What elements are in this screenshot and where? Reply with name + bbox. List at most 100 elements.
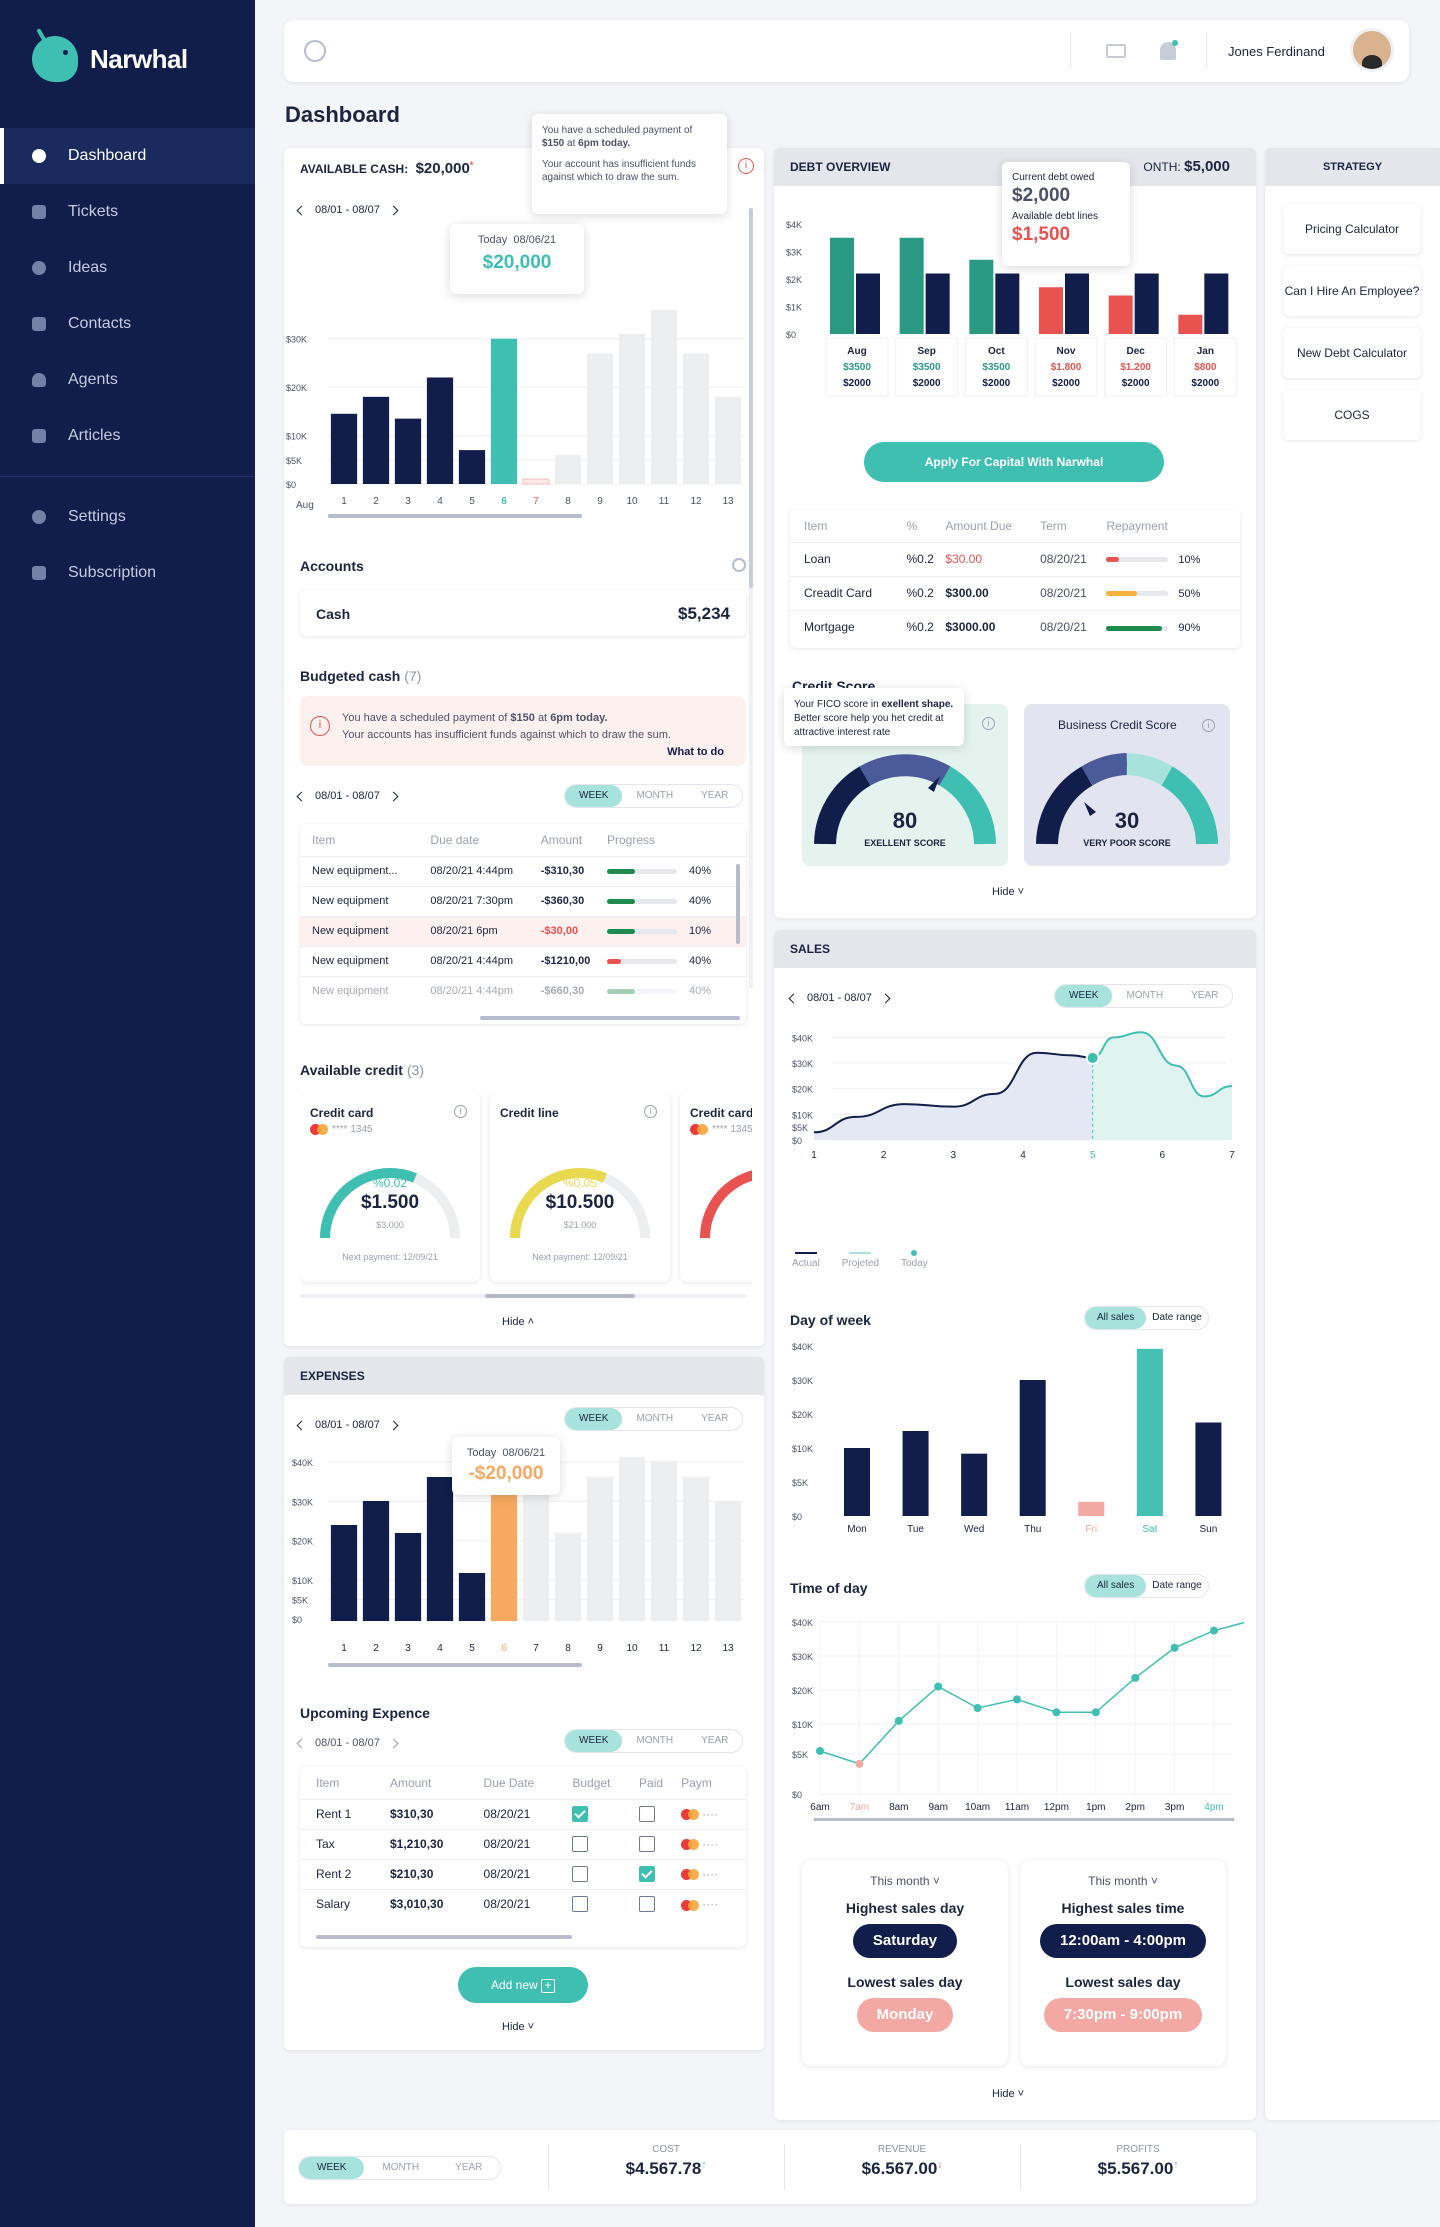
bell-icon[interactable] xyxy=(1160,42,1176,60)
nav-ideas[interactable]: Ideas xyxy=(0,240,255,296)
bar[interactable] xyxy=(618,333,646,484)
table-row[interactable]: New equipment 08/20/21 6pm -$30,00 10% xyxy=(300,915,746,946)
data-point[interactable] xyxy=(1131,1673,1140,1682)
bar[interactable] xyxy=(714,396,742,484)
info-icon[interactable]: i xyxy=(644,1102,657,1118)
account-row[interactable]: Cash $5,234 xyxy=(300,590,746,636)
debt-bar[interactable] xyxy=(899,237,924,334)
debt-bar[interactable] xyxy=(1178,314,1203,334)
nav-settings[interactable]: Settings xyxy=(0,489,255,545)
budget-checkbox[interactable] xyxy=(572,1866,589,1882)
avatar[interactable] xyxy=(1350,28,1394,72)
tab-year[interactable]: YEAR xyxy=(701,1735,729,1746)
tab-week[interactable]: WEEK xyxy=(565,1730,623,1752)
sales-date-picker[interactable]: 08/01 - 08/07 xyxy=(788,992,891,1004)
table-row[interactable]: Mortgage %0.2 $3000.00 08/20/21 90% xyxy=(790,609,1240,644)
info-icon[interactable]: i xyxy=(982,714,995,730)
tab-year[interactable]: YEAR xyxy=(455,2162,483,2173)
bar[interactable] xyxy=(844,1448,870,1516)
bar[interactable] xyxy=(902,1431,929,1516)
tab-month[interactable]: MONTH xyxy=(636,1735,674,1746)
table-row[interactable]: New equipment 08/20/21 4:44pm -$660,30 40% xyxy=(300,975,746,1006)
data-point[interactable] xyxy=(816,1747,824,1755)
bar[interactable] xyxy=(362,396,390,484)
data-point[interactable] xyxy=(894,1716,903,1725)
hide-upcoming-button[interactable]: Hide ˅ xyxy=(502,2021,535,2033)
chevron-right-icon[interactable] xyxy=(388,205,399,215)
bar[interactable] xyxy=(650,1461,678,1621)
tab-week[interactable]: WEEK xyxy=(565,1408,623,1430)
bar[interactable] xyxy=(362,1501,390,1621)
bar[interactable] xyxy=(682,353,710,484)
bar[interactable] xyxy=(682,1477,710,1621)
tab-month[interactable]: MONTH xyxy=(636,1413,674,1424)
table-row[interactable]: Salary $3,010,30 08/20/21 ···· xyxy=(300,1888,746,1919)
what-to-do-link[interactable]: What to do xyxy=(667,746,724,758)
alert-info-icon[interactable]: i xyxy=(738,158,754,174)
data-point[interactable] xyxy=(973,1704,982,1712)
chevron-left-icon[interactable] xyxy=(788,993,799,1003)
chevron-right-icon[interactable] xyxy=(388,791,399,801)
table-row[interactable]: Creadit Card %0.2 $300.00 08/20/21 50% xyxy=(790,575,1240,610)
bar[interactable] xyxy=(458,1573,486,1621)
tab-week[interactable]: WEEK xyxy=(299,2157,365,2179)
bar[interactable] xyxy=(586,353,614,484)
bar[interactable] xyxy=(490,338,518,484)
user-name[interactable]: Jones Ferdinand xyxy=(1228,44,1325,59)
info-icon[interactable]: i xyxy=(1202,716,1215,732)
table-row[interactable]: Loan %0.2 $30.00 08/20/21 10% xyxy=(790,541,1240,576)
today-point[interactable] xyxy=(1085,1050,1100,1065)
info-icon[interactable]: i xyxy=(454,1102,467,1118)
chevron-right-icon[interactable] xyxy=(388,1420,399,1430)
bar[interactable] xyxy=(1078,1501,1105,1516)
bar[interactable] xyxy=(586,1477,614,1621)
upcoming-date-picker[interactable]: 08/01 - 08/07 xyxy=(296,1737,399,1749)
tab-month[interactable]: MONTH xyxy=(382,2162,420,2173)
chevron-right-icon[interactable] xyxy=(880,993,891,1003)
vertical-scrollbar[interactable] xyxy=(749,208,753,988)
data-point[interactable] xyxy=(855,1759,864,1768)
table-scrollbar[interactable] xyxy=(736,864,740,944)
data-point[interactable] xyxy=(1091,1708,1100,1717)
debt-bar[interactable] xyxy=(1108,295,1133,335)
bar[interactable] xyxy=(554,454,582,484)
bar[interactable] xyxy=(490,1477,518,1621)
table-row[interactable]: Rent 2 $210,30 08/20/21 ···· xyxy=(300,1858,746,1889)
gear-icon[interactable] xyxy=(732,558,746,572)
bar[interactable] xyxy=(650,309,678,484)
budget-checkbox[interactable] xyxy=(572,1896,589,1913)
debt-line-bar[interactable] xyxy=(1065,273,1089,335)
debt-bar[interactable] xyxy=(830,237,854,334)
paid-checkbox[interactable] xyxy=(639,1836,656,1852)
data-point[interactable] xyxy=(1052,1708,1061,1717)
hide-credit-button[interactable]: Hide ˄ xyxy=(502,1316,535,1328)
chevron-left-icon[interactable] xyxy=(296,205,307,215)
chevron-right-icon[interactable] xyxy=(388,1738,399,1748)
bar[interactable] xyxy=(1136,1348,1163,1516)
table-hscrollbar[interactable] xyxy=(316,1935,572,1939)
table-row[interactable]: New equipment... 08/20/21 4:44pm -$310,30 4… xyxy=(300,855,746,886)
bar[interactable] xyxy=(1195,1422,1222,1517)
pricing-calculator-button[interactable]: Pricing Calculator xyxy=(1283,204,1421,254)
data-point[interactable] xyxy=(1210,1626,1218,1635)
table-row[interactable]: New equipment 08/20/21 4:44pm -$1210,00 40% xyxy=(300,945,746,976)
nav-dashboard[interactable]: Dashboard xyxy=(0,128,255,184)
add-new-button[interactable]: Add new + xyxy=(458,1967,588,2003)
tab-date-range[interactable]: Date range xyxy=(1152,1312,1202,1323)
nav-tickets[interactable]: Tickets xyxy=(0,184,255,240)
cash-date-picker[interactable]: 08/01 - 08/07 xyxy=(296,204,399,216)
data-point[interactable] xyxy=(1170,1643,1179,1652)
chevron-left-icon[interactable] xyxy=(296,791,307,801)
bar[interactable] xyxy=(426,1477,454,1621)
bar[interactable] xyxy=(522,1477,550,1621)
period-select[interactable]: This month ˅ xyxy=(1088,1874,1158,1888)
chart-scrollbar[interactable] xyxy=(328,514,582,518)
budget-checkbox[interactable] xyxy=(572,1806,589,1822)
expenses-date-picker[interactable]: 08/01 - 08/07 xyxy=(296,1419,399,1431)
bar[interactable] xyxy=(458,450,486,484)
paid-checkbox[interactable] xyxy=(639,1806,656,1822)
tab-month[interactable]: MONTH xyxy=(1126,990,1164,1001)
bar[interactable] xyxy=(394,418,422,484)
tab-year[interactable]: YEAR xyxy=(1191,990,1219,1001)
